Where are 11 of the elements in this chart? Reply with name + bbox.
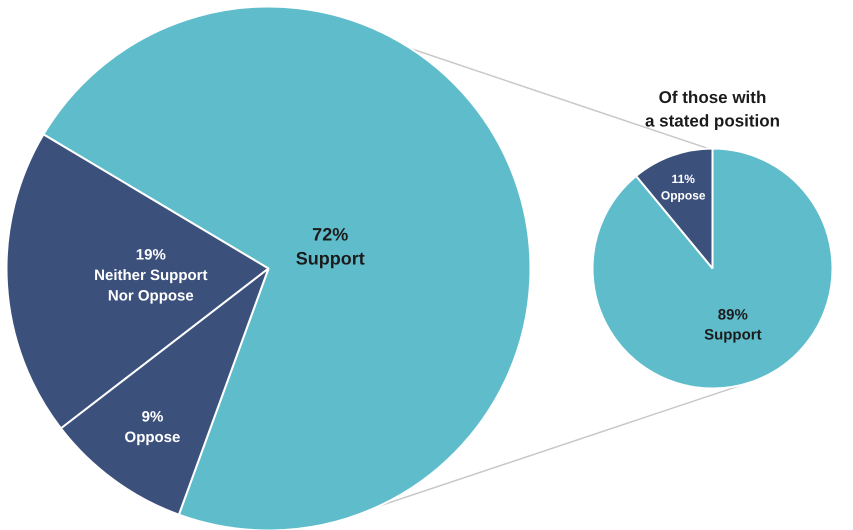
chart-title: Of those with a stated position — [644, 88, 780, 130]
slice-label: Support — [296, 248, 365, 269]
data-label: 9% — [142, 408, 164, 426]
data-label: 89% — [718, 306, 748, 324]
slice-label: Oppose — [660, 188, 706, 203]
slice-label: Neither Support Nor Oppose — [94, 266, 208, 304]
data-label: 72% — [312, 224, 348, 245]
data-label: 11% — [672, 172, 696, 186]
slice-label: Oppose — [124, 428, 180, 446]
slice-label: Support — [704, 326, 762, 344]
data-label: 19% — [136, 246, 166, 264]
